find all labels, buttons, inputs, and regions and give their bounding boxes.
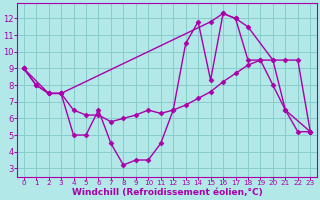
X-axis label: Windchill (Refroidissement éolien,°C): Windchill (Refroidissement éolien,°C) — [72, 188, 262, 197]
